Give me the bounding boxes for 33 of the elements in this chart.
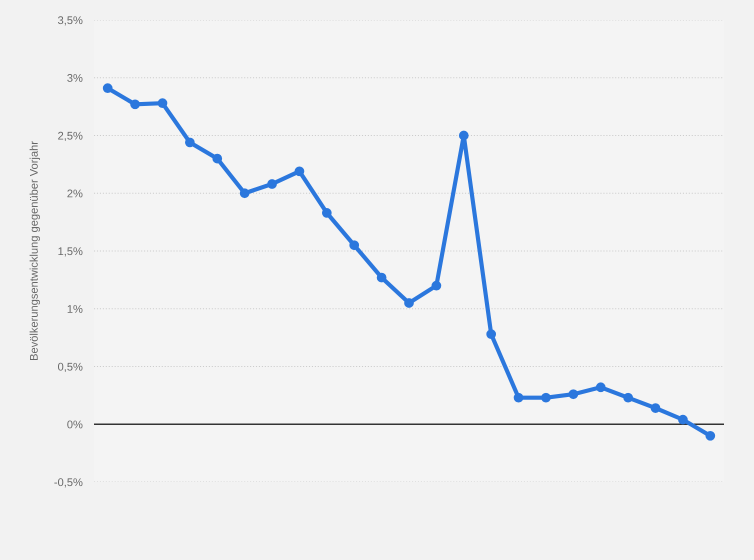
point xyxy=(376,272,386,282)
y-tick-label: 1,5% xyxy=(58,247,82,256)
point xyxy=(596,382,606,392)
point xyxy=(678,414,688,424)
y-tick-label: 2,5% xyxy=(58,132,82,141)
y-tick-label: 2% xyxy=(67,190,82,198)
y-tick-label: 3,5% xyxy=(58,16,82,26)
point xyxy=(130,99,140,110)
point xyxy=(322,208,332,218)
point xyxy=(212,154,222,164)
point xyxy=(158,98,168,108)
point xyxy=(267,179,277,189)
point xyxy=(514,392,524,403)
y-tick-label: 0% xyxy=(67,420,82,428)
point xyxy=(185,138,195,148)
point xyxy=(705,430,716,441)
y-axis-title: Bevölkerungsentwicklung gegenüber Vorjahr xyxy=(30,141,40,360)
y-tick-label: 1% xyxy=(68,305,82,313)
point xyxy=(650,403,660,413)
point xyxy=(541,392,551,403)
point xyxy=(486,329,496,340)
point xyxy=(240,188,250,198)
y-tick-label: -0,5% xyxy=(54,478,82,488)
point xyxy=(404,298,414,308)
point xyxy=(623,392,633,403)
point xyxy=(458,130,469,140)
point xyxy=(294,166,304,176)
point xyxy=(102,83,113,94)
point xyxy=(568,389,578,400)
point xyxy=(349,240,360,250)
y-tick-label: 3% xyxy=(67,74,82,82)
y-tick-label: 0,5% xyxy=(58,362,82,372)
point xyxy=(432,280,442,291)
